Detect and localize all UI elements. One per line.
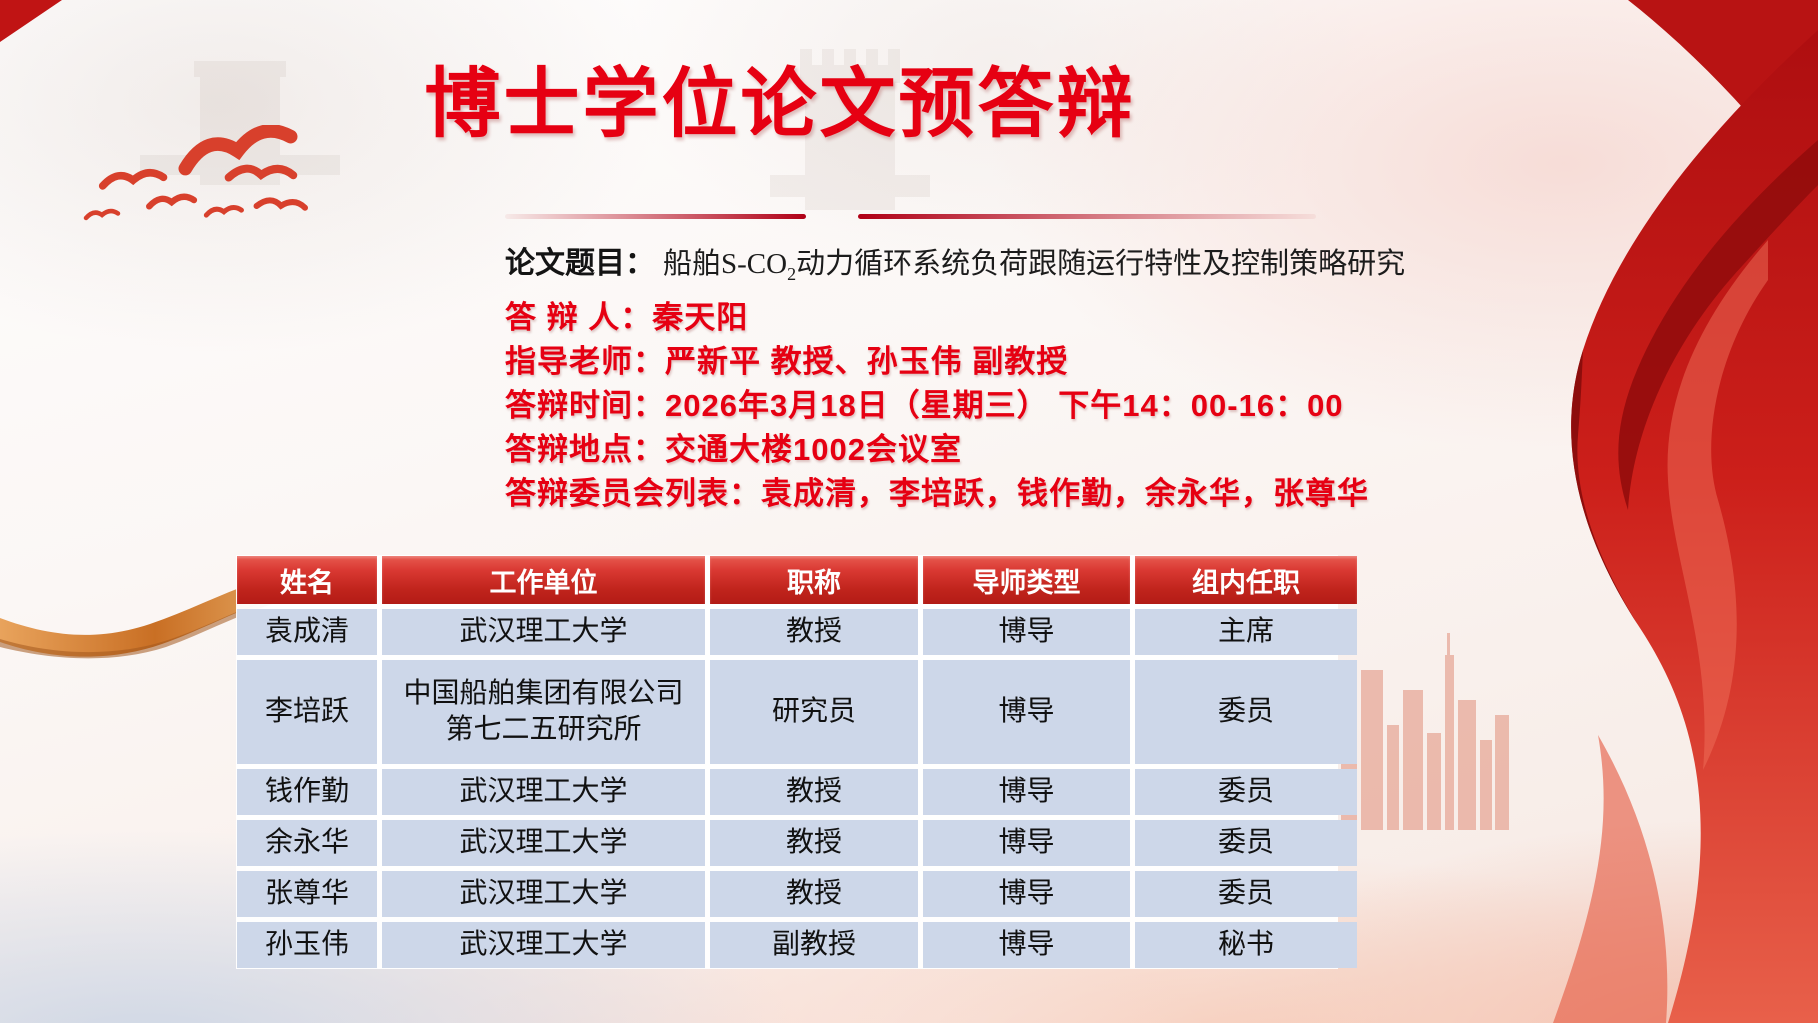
red-ribbon-icon	[1553, 0, 1818, 1023]
table-cell: 委员	[1135, 871, 1357, 917]
table-cell: 余永华	[237, 820, 377, 866]
column-header: 职称	[710, 556, 918, 604]
city-skyline-icon	[1341, 633, 1509, 830]
table-cell: 教授	[710, 820, 918, 866]
candidate-line: 答 辩 人：秦天阳	[505, 300, 749, 335]
table-cell: 秘书	[1135, 922, 1357, 968]
table-cell: 委员	[1135, 820, 1357, 866]
thesis-title-line: 论文题目： 船舶S-CO2动力循环系统负荷跟随运行特性及控制策略研究	[505, 238, 1405, 285]
table-cell: 博导	[923, 871, 1130, 917]
table-cell: 博导	[923, 922, 1130, 968]
table-cell: 教授	[710, 609, 918, 655]
thesis-title-pre: 船舶S-CO	[663, 248, 788, 280]
table-cell: 张尊华	[237, 871, 377, 917]
thesis-title-subscript: 2	[787, 263, 797, 284]
table-cell: 委员	[1135, 769, 1357, 815]
supervisors-line: 指导老师：严新平 教授、孙玉伟 副教授	[505, 344, 1069, 379]
table-cell: 委员	[1135, 660, 1357, 764]
table-cell: 博导	[923, 769, 1130, 815]
doves-icon	[83, 125, 309, 221]
column-header: 导师类型	[923, 556, 1130, 604]
defense-location-line: 答辩地点：交通大楼1002会议室	[505, 432, 962, 467]
table-cell: 中国船舶集团有限公司 第七二五研究所	[382, 660, 705, 764]
table-cell: 教授	[710, 871, 918, 917]
table-cell: 武汉理工大学	[382, 871, 705, 917]
defense-time-line: 答辩时间：2026年3月18日（星期三） 下午14：00-16：00	[505, 388, 1344, 423]
table-cell: 主席	[1135, 609, 1357, 655]
table-cell: 孙玉伟	[237, 922, 377, 968]
committee-table: 姓名 工作单位 职称 导师类型 组内任职 袁成清 武汉理工大学 教授 博导 主席…	[237, 556, 1357, 968]
great-wall-watermark	[770, 49, 930, 210]
table-cell: 李培跃	[237, 660, 377, 764]
table-cell: 副教授	[710, 922, 918, 968]
table-cell: 博导	[923, 820, 1130, 866]
divider-right	[858, 214, 1316, 219]
thesis-title-post: 动力循环系统负荷跟随运行特性及控制策略研究	[796, 248, 1406, 280]
corner-ribbon-icon	[0, 0, 62, 42]
column-header: 工作单位	[382, 556, 705, 604]
table-cell: 武汉理工大学	[382, 769, 705, 815]
thesis-title-label: 论文题目：	[505, 247, 655, 280]
thesis-title-text: 船舶S-CO2动力循环系统负荷跟随运行特性及控制策略研究	[663, 240, 1405, 285]
table-cell: 研究员	[710, 660, 918, 764]
column-header: 姓名	[237, 556, 377, 604]
table-cell: 武汉理工大学	[382, 820, 705, 866]
page-title: 博士学位论文预答辩	[424, 62, 1136, 147]
table-cell: 袁成清	[237, 609, 377, 655]
committee-list-line: 答辩委员会列表：袁成清，李培跃，钱作勤，余永华，张尊华	[505, 476, 1369, 511]
divider-left	[505, 214, 806, 219]
table-cell: 武汉理工大学	[382, 922, 705, 968]
table-cell: 教授	[710, 769, 918, 815]
table-cell: 武汉理工大学	[382, 609, 705, 655]
table-cell: 钱作勤	[237, 769, 377, 815]
table-cell: 博导	[923, 609, 1130, 655]
column-header: 组内任职	[1135, 556, 1357, 604]
table-cell: 博导	[923, 660, 1130, 764]
